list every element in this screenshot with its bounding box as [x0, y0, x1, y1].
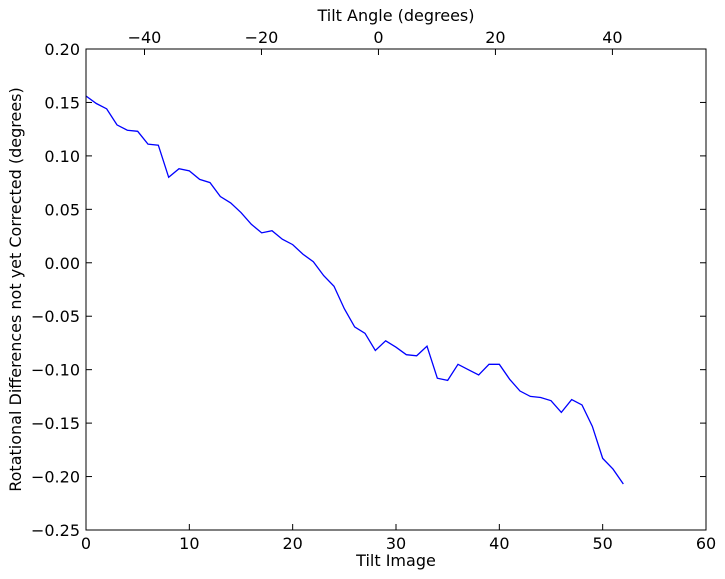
y-tick-label: 0.15 — [44, 93, 80, 112]
top-x-tick-label: 40 — [602, 28, 622, 47]
x-tick-label: 40 — [489, 534, 509, 553]
y-tick-label: 0.05 — [44, 200, 80, 219]
y-tick-label: −0.05 — [31, 307, 80, 326]
plot-frame — [85, 48, 707, 531]
x-tick-label: 30 — [386, 534, 406, 553]
x-tick-label: 10 — [179, 534, 199, 553]
x-tick-label: 20 — [282, 534, 302, 553]
top-x-axis-title: Tilt Angle (degrees) — [316, 6, 474, 25]
y-tick-label: 0.20 — [44, 40, 80, 59]
top-x-tick-label: 20 — [485, 28, 505, 47]
tick-marks — [85, 48, 707, 531]
x-tick-label: 60 — [696, 534, 716, 553]
y-tick-label: −0.15 — [31, 414, 80, 433]
x-axis-title: Tilt Image — [355, 551, 436, 570]
y-tick-label: −0.20 — [31, 468, 80, 487]
top-x-tick-label: 0 — [373, 28, 383, 47]
y-tick-label: −0.25 — [31, 521, 80, 540]
top-x-tick-label: −20 — [245, 28, 279, 47]
y-tick-label: 0.10 — [44, 147, 80, 166]
series-line — [85, 95, 624, 485]
y-tick-label: 0.00 — [44, 254, 80, 273]
tick-labels: 0 10 20 30 40 50 60 0.20 0.15 0.10 0.05 0.00 −0.05 −0… — [31, 28, 716, 553]
x-tick-label: 0 — [81, 534, 91, 553]
top-x-tick-label: −40 — [128, 28, 162, 47]
x-tick-label: 50 — [592, 534, 612, 553]
y-axis-title: Rotational Differences not yet Corrected… — [6, 87, 25, 492]
y-tick-label: −0.10 — [31, 361, 80, 380]
